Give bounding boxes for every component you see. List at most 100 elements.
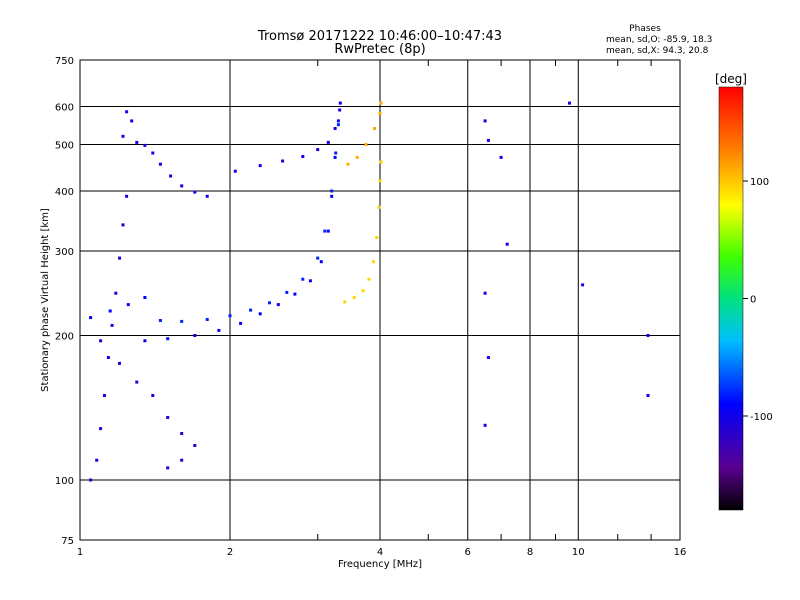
y-tick-label: 500	[55, 141, 74, 152]
data-point-2-3	[217, 328, 221, 332]
data-point-1-6	[114, 291, 118, 295]
x-tick-label: 16	[674, 547, 687, 558]
chart-title-line2: RwPretec (8p)	[334, 42, 425, 57]
data-point-5-0	[343, 300, 347, 304]
x-axis-label: Frequency [MHz]	[338, 559, 422, 570]
data-point-9-9	[646, 334, 650, 337]
data-point-0-2	[121, 134, 125, 138]
data-point-7-2	[135, 380, 139, 384]
x-axis-ticks: 1 2 4 6 8 10 16	[77, 547, 687, 558]
data-point-2-5	[258, 312, 262, 316]
data-point-6-4	[378, 112, 382, 116]
plot-frame	[79, 59, 681, 541]
data-point-7-4	[166, 416, 170, 419]
data-point-1-1	[95, 458, 99, 462]
data-point-4-0	[233, 169, 237, 173]
data-point-0-4	[143, 143, 147, 147]
data-point-1-7	[118, 256, 121, 260]
data-point-9-0	[483, 119, 487, 123]
data-point-7-0	[99, 339, 103, 343]
data-point-6-5	[379, 101, 383, 105]
data-point-0-1	[130, 119, 134, 123]
data-point-6-2	[364, 143, 368, 146]
data-point-5-8	[379, 160, 383, 164]
data-point-4-3	[301, 155, 305, 158]
data-point-9-10	[646, 394, 650, 397]
data-point-3-0	[158, 319, 162, 322]
data-point-4-5	[326, 140, 330, 144]
data-point-9-1	[483, 291, 487, 295]
x-tick-label: 6	[465, 547, 471, 558]
y-axis-label: Stationary phase Virtual Height [km]	[40, 208, 51, 392]
grid-lines	[80, 60, 680, 540]
data-point-3-6	[285, 290, 289, 294]
x-tick-label: 2	[227, 547, 233, 558]
colorbar-tick-label: -100	[750, 412, 773, 423]
data-point-3-5	[268, 301, 271, 305]
data-point-9-3	[486, 138, 490, 142]
data-point-0-7	[169, 174, 173, 178]
data-point-1-9	[125, 194, 129, 198]
y-axis-ticks: 75 100 200 300 400 500 600 750	[55, 56, 74, 547]
data-point-2-0	[143, 339, 147, 343]
data-point-3-10	[330, 189, 334, 193]
data-point-3-11	[334, 151, 338, 155]
phases-o: mean, sd,O: -85.9, 18.3	[606, 35, 712, 45]
colorbar-tick-label: 100	[750, 177, 769, 188]
y-tick-label: 400	[55, 187, 74, 198]
data-point-1-4	[106, 356, 110, 359]
data-point-5-2	[361, 289, 365, 293]
data-point-2-9	[319, 260, 323, 264]
data-point-3-3	[228, 314, 232, 318]
data-point-7-3	[151, 394, 155, 397]
y-tick-label: 75	[61, 536, 74, 547]
x-tick-label: 1	[77, 547, 83, 558]
data-point-9-5	[499, 155, 503, 159]
data-point-0-6	[158, 162, 162, 166]
data-point-3-4	[249, 308, 253, 312]
data-point-6-1	[355, 155, 359, 159]
data-point-8-1	[108, 309, 112, 313]
data-point-7-5	[180, 432, 184, 435]
data-point-7-7	[180, 458, 184, 462]
y-tick-label: 750	[55, 56, 74, 67]
colorbar-label: [deg]	[715, 72, 747, 86]
data-point-9-7	[568, 101, 571, 105]
data-point-4-6	[333, 127, 337, 130]
data-point-6-3	[373, 127, 376, 130]
colorbar	[718, 86, 744, 511]
data-point-9-8	[581, 283, 585, 287]
data-point-5-3	[367, 277, 371, 281]
data-point-0-10	[205, 194, 209, 198]
data-point-4-1	[258, 164, 262, 168]
data-point-0-5	[151, 151, 155, 155]
data-point-2-11	[330, 194, 334, 198]
x-tick-label: 8	[527, 547, 533, 558]
y-tick-label: 100	[55, 476, 74, 487]
data-point-2-7	[293, 292, 297, 296]
y-tick-label: 300	[55, 247, 74, 258]
data-point-2-12	[333, 155, 337, 159]
chart-title-line1: Tromsø 20171222 10:46:00–10:47:43	[257, 29, 502, 44]
data-point-8-3	[143, 296, 147, 299]
data-point-1-2	[99, 427, 103, 431]
data-point-0-8	[180, 184, 184, 188]
data-point-0-3	[135, 140, 139, 144]
data-point-4-7	[338, 108, 342, 112]
data-point-0-0	[125, 110, 129, 114]
data-point-4-2	[281, 159, 285, 163]
phases-title: Phases	[629, 24, 661, 34]
data-point-3-1	[180, 319, 184, 323]
data-point-7-1	[118, 361, 121, 365]
data-point-5-1	[352, 296, 356, 299]
data-point-1-3	[103, 394, 106, 397]
data-point-7-6	[193, 444, 197, 447]
data-point-3-7	[301, 277, 305, 281]
x-tick-label: 10	[572, 547, 585, 558]
data-point-5-6	[377, 205, 381, 209]
data-point-2-1	[166, 337, 170, 341]
data-point-2-2	[193, 334, 197, 337]
data-point-3-8	[316, 256, 320, 260]
data-point-3-2	[205, 318, 209, 321]
y-tick-label: 600	[55, 103, 74, 114]
